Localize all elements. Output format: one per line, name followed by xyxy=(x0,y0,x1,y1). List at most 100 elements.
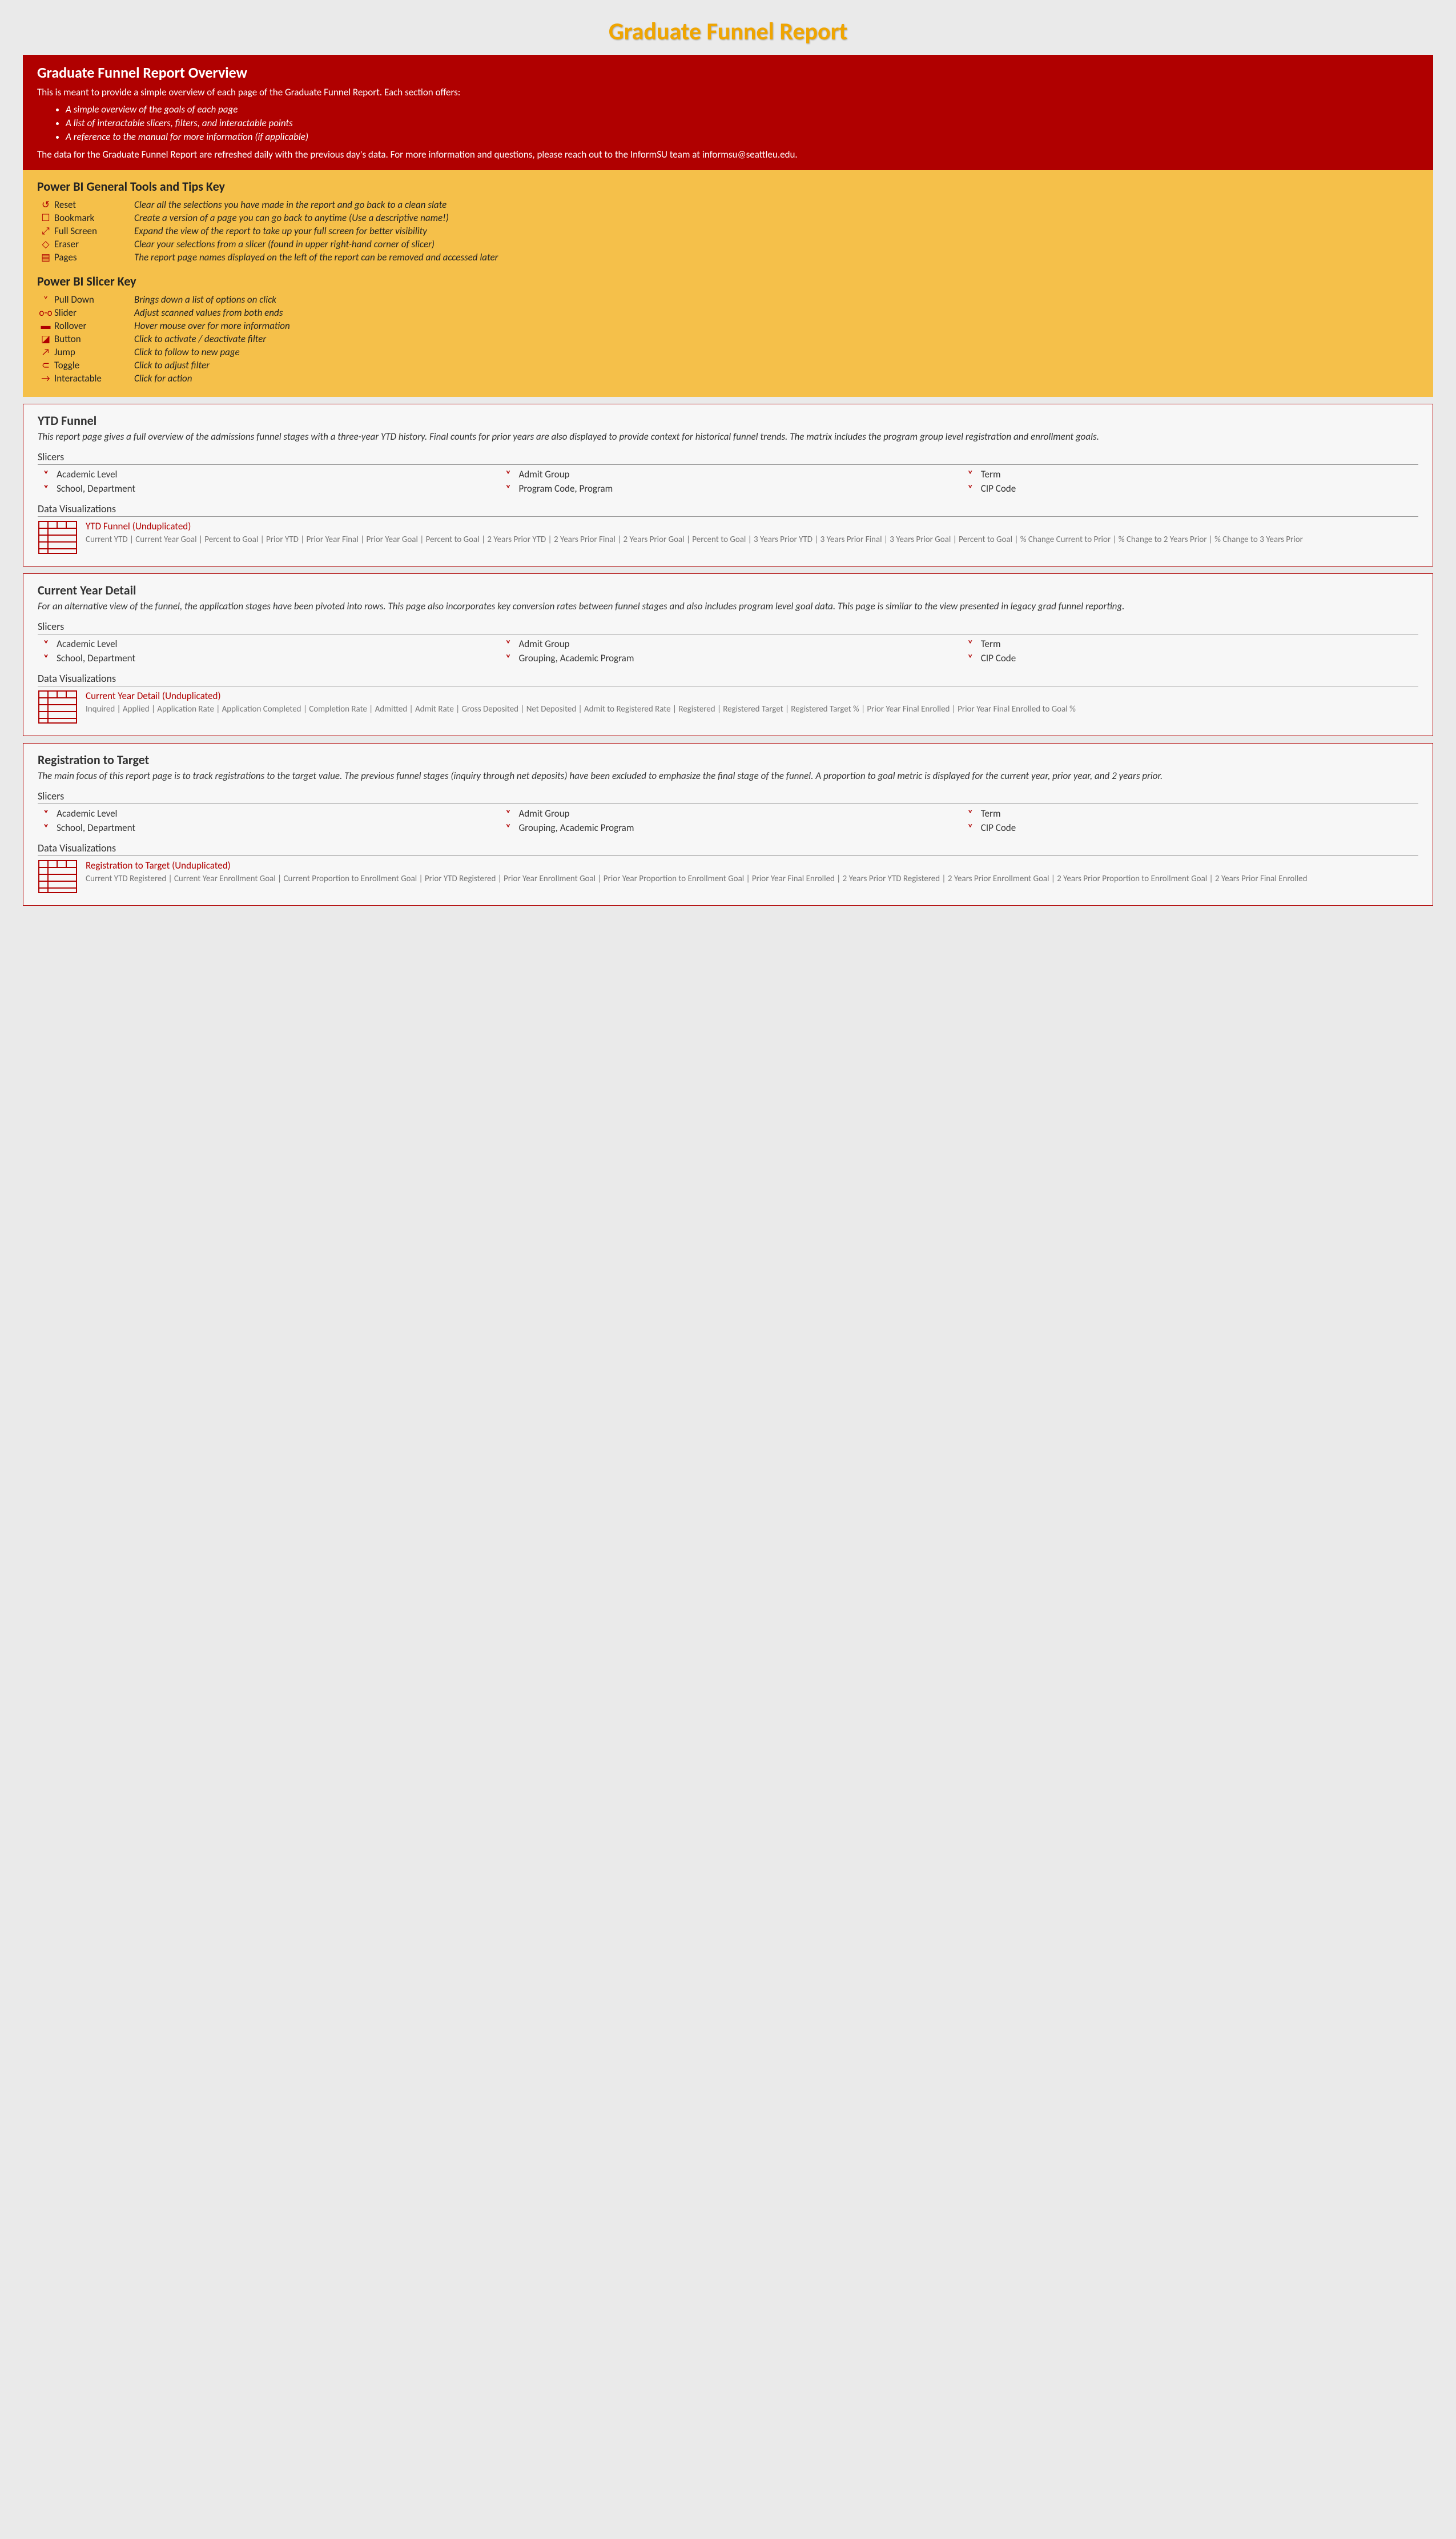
slicer-item[interactable]: ˅ Admit Group xyxy=(505,638,956,650)
key-desc: Clear all the selections you have made i… xyxy=(134,199,1419,211)
slicer-label: CIP Code xyxy=(981,483,1016,495)
table-icon xyxy=(38,859,78,897)
key-desc: Create a version of a page you can go ba… xyxy=(134,212,1419,224)
bullet: A simple overview of the goals of each p… xyxy=(66,103,1419,116)
slicer-item[interactable]: ˅ Grouping, Academic Program xyxy=(505,822,956,834)
key-row: ▬ Rollover Hover mouse over for more inf… xyxy=(37,320,1419,332)
section-box: YTD Funnel This report page gives a full… xyxy=(23,404,1433,567)
slicer-label: Term xyxy=(981,808,1001,819)
slicer-label: Academic Level xyxy=(57,468,117,480)
chevron-down-icon: ˅ xyxy=(505,822,510,834)
slicer-label: School, Department xyxy=(57,822,135,834)
chevron-down-icon: ˅ xyxy=(968,808,973,819)
viz-title: Current Year Detail (Unduplicated) xyxy=(86,690,1418,702)
slicer-label: Grouping, Academic Program xyxy=(518,822,634,834)
tool-icon: ◇ xyxy=(37,238,54,250)
key-desc: The report page names displayed on the l… xyxy=(134,251,1419,263)
key-row: ˅ Pull Down Brings down a list of option… xyxy=(37,294,1419,306)
table-icon xyxy=(38,520,78,557)
slicer-item[interactable]: ˅Admit Group xyxy=(505,808,956,819)
chevron-down-icon: ˅ xyxy=(43,822,49,834)
slicer-icon: ⊂ xyxy=(37,359,54,371)
slicer-grid: ˅Academic Level˅Admit Group˅Term˅School,… xyxy=(38,808,1418,834)
slicer-item[interactable]: ˅School, Department xyxy=(43,483,494,495)
slicer-label: Admit Group xyxy=(518,808,569,819)
slicer-item[interactable]: ˅CIP Code xyxy=(968,652,1418,664)
slicer-grid: ˅ Academic Level ˅ Admit Group ˅Term ˅School,… xyxy=(38,638,1418,664)
chevron-down-icon: ˅ xyxy=(968,468,973,480)
slicer-item[interactable]: ˅ School, Department xyxy=(43,822,494,834)
slicer-icon: ▬ xyxy=(37,320,54,332)
slicer-item[interactable]: ˅ Term xyxy=(968,808,1418,819)
key-label: Interactable xyxy=(54,372,134,384)
slicer-label: Program Code, Program xyxy=(518,483,613,495)
viz-block: Current Year Detail (Unduplicated) Inqui… xyxy=(38,690,1418,727)
viz-block: Registration to Target (Unduplicated) Cu… xyxy=(38,859,1418,897)
viz-block: YTD Funnel (Unduplicated) Current YTD | … xyxy=(38,520,1418,557)
slicer-item[interactable]: ˅Grouping, Academic Program xyxy=(505,652,956,664)
key-label: Reset xyxy=(54,199,134,211)
key-label: Toggle xyxy=(54,359,134,371)
key-desc: Expand the view of the report to take up… xyxy=(134,225,1419,237)
chevron-down-icon: ˅ xyxy=(968,652,973,664)
slicer-label: Academic Level xyxy=(57,638,117,650)
slicer-key-heading: Power BI Slicer Key xyxy=(37,274,1419,289)
overview-intro: This is meant to provide a simple overvi… xyxy=(37,86,1419,98)
key-desc: Click to follow to new page xyxy=(134,346,1419,358)
slicers-subhead: Slicers xyxy=(38,451,1418,465)
chevron-down-icon: ˅ xyxy=(43,483,49,495)
slicer-item[interactable]: ˅ Academic Level xyxy=(43,468,494,480)
key-desc: Click for action xyxy=(134,372,1419,384)
slicer-icon: ↗ xyxy=(37,346,54,358)
key-desc: Clear your selections from a slicer (fou… xyxy=(134,238,1419,250)
slicer-label: CIP Code xyxy=(981,822,1016,834)
slicer-label: Term xyxy=(981,468,1001,480)
viz-subhead: Data Visualizations xyxy=(38,672,1418,686)
chevron-down-icon: ˅ xyxy=(505,638,510,650)
slicer-item[interactable]: ˅ Term xyxy=(968,468,1418,480)
slicer-label: Admit Group xyxy=(518,638,569,650)
slicer-icon: → xyxy=(37,372,54,384)
tools-heading: Power BI General Tools and Tips Key xyxy=(37,179,1419,194)
slicer-item[interactable]: ˅Academic Level xyxy=(43,808,494,819)
key-desc: Adjust scanned values from both ends xyxy=(134,307,1419,319)
overview-heading: Graduate Funnel Report Overview xyxy=(37,63,1419,82)
slicer-item[interactable]: ˅Admit Group xyxy=(505,468,956,480)
slicer-icon: ˅ xyxy=(37,294,54,306)
slicer-item[interactable]: ˅Term xyxy=(968,638,1418,650)
slicer-label: Grouping, Academic Program xyxy=(518,652,634,664)
slicer-item[interactable]: ˅CIP Code xyxy=(968,483,1418,495)
tool-icon: ⤢ xyxy=(37,225,54,237)
chevron-down-icon: ˅ xyxy=(43,652,49,664)
slicer-grid: ˅Academic Level˅Admit Group˅Term˅School,… xyxy=(38,468,1418,495)
tool-icon: ▤ xyxy=(37,251,54,263)
section-title: Current Year Detail xyxy=(38,582,1418,598)
section-title: YTD Funnel xyxy=(38,413,1418,428)
page-title: Graduate Funnel Report xyxy=(23,17,1433,46)
chevron-down-icon: ˅ xyxy=(43,638,49,650)
key-desc: Click to activate / deactivate filter xyxy=(134,333,1419,345)
key-row: o-o Slider Adjust scanned values from bo… xyxy=(37,307,1419,319)
key-box: Power BI General Tools and Tips Key ↺ Re… xyxy=(23,170,1433,397)
chevron-down-icon: ˅ xyxy=(968,638,973,650)
slicer-item[interactable]: ˅Program Code, Program xyxy=(505,483,956,495)
slicer-item[interactable]: ˅School, Department xyxy=(43,652,494,664)
slicer-item[interactable]: ˅ Academic Level xyxy=(43,638,494,650)
overview-banner: Graduate Funnel Report Overview This is … xyxy=(23,55,1433,170)
chevron-down-icon: ˅ xyxy=(43,468,49,480)
slicer-icon: o-o xyxy=(37,307,54,319)
slicers-subhead: Slicers xyxy=(38,620,1418,634)
key-desc: Brings down a list of options on click xyxy=(134,294,1419,306)
section-desc: The main focus of this report page is to… xyxy=(38,770,1418,783)
key-label: Eraser xyxy=(54,238,134,250)
viz-title: YTD Funnel (Unduplicated) xyxy=(86,520,1418,532)
section-title: Registration to Target xyxy=(38,752,1418,768)
chevron-down-icon: ˅ xyxy=(505,468,510,480)
key-row: ☐ Bookmark Create a version of a page yo… xyxy=(37,212,1419,224)
slicer-item[interactable]: ˅CIP Code xyxy=(968,822,1418,834)
key-row: ◇ Eraser Clear your selections from a sl… xyxy=(37,238,1419,250)
key-row: ⤢ Full Screen Expand the view of the rep… xyxy=(37,225,1419,237)
bullet: A reference to the manual for more infor… xyxy=(66,130,1419,144)
key-label: Full Screen xyxy=(54,225,134,237)
section-desc: This report page gives a full overview o… xyxy=(38,431,1418,444)
